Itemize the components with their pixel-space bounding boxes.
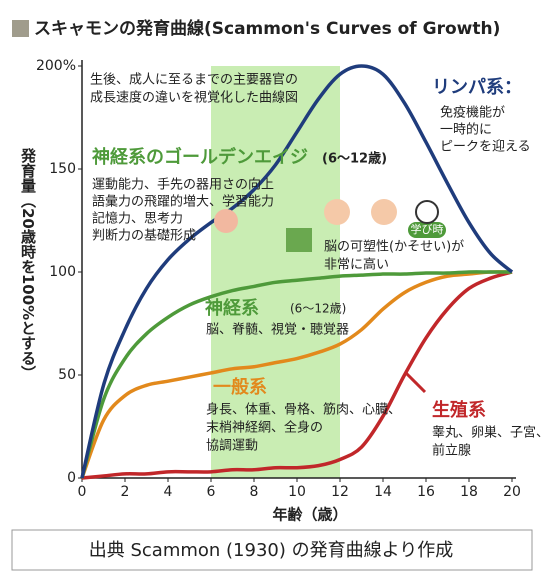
- y-tick-label: 0: [67, 470, 76, 486]
- badge: 学び時: [411, 222, 444, 236]
- series-name: リンパ系：: [432, 77, 522, 98]
- x-axis-label: 年齢（歳）: [272, 506, 347, 524]
- x-tick-label: 4: [164, 484, 173, 500]
- series-description: 末梢神経網、全身の: [206, 420, 323, 436]
- x-tick-label: 8: [250, 484, 259, 500]
- chart: スキャモンの発育曲線(Scammon's Curves of Growth) 2…: [0, 0, 542, 573]
- series-description: 睾丸、卵巣、子宮、: [432, 425, 542, 441]
- y-tick-label: 200%: [36, 58, 76, 74]
- series-subtitle: (6～12歳): [290, 302, 346, 316]
- highlight-remark: 脳の可塑性(かそせい)が: [324, 240, 464, 255]
- highlight-remark: 非常に高い: [324, 257, 389, 273]
- highlight-line: 判断力の基礎形成: [92, 229, 196, 244]
- series-description: 協調運動: [206, 439, 258, 454]
- x-tick-label: 10: [288, 484, 306, 500]
- series-name: 神経系: [205, 297, 259, 319]
- title-icon: [12, 20, 29, 37]
- highlight-line: 語彙力の飛躍的増大、学習能力: [92, 194, 274, 210]
- series-name: 生殖系: [432, 399, 486, 421]
- note: 成長速度の違いを視覚化した曲線図: [90, 90, 298, 106]
- y-tick-label: 150: [49, 161, 76, 177]
- series-description: 免疫機能が: [440, 105, 505, 121]
- y-tick-label: 50: [58, 367, 76, 383]
- highlight-line: 運動能力、手先の器用さの向上: [92, 177, 274, 193]
- y-axis-label: 発育量（20歳時を100%とする）: [19, 147, 37, 380]
- x-tick-label: 14: [374, 484, 392, 500]
- note: 生後、成人に至るまでの主要器官の: [90, 72, 298, 88]
- person-icon: [371, 199, 397, 225]
- highlight-line: 記憶力、思考力: [92, 211, 183, 227]
- x-tick-label: 0: [78, 484, 87, 500]
- source: 出典 Scammon (1930) の発育曲線より作成: [89, 540, 454, 561]
- series-description: 一時的に: [440, 122, 492, 138]
- x-tick-label: 12: [331, 484, 349, 500]
- brain-icon: [214, 209, 238, 233]
- x-tick-label: 20: [503, 484, 521, 500]
- x-tick-label: 16: [417, 484, 435, 500]
- person-icon: [324, 199, 350, 225]
- chart-title: スキャモンの発育曲線(Scammon's Curves of Growth): [34, 18, 500, 39]
- x-tick-label: 18: [460, 484, 478, 500]
- series-description: 前立腺: [432, 443, 471, 459]
- y-tick-label: 100: [49, 264, 76, 280]
- series-name: 一般系: [213, 376, 267, 398]
- highlight-title: 神経系のゴールデンエイジ: [92, 146, 308, 168]
- series-description: 身長、体重、骨格、筋肉、心臓、: [206, 402, 401, 418]
- puzzle-icon: [286, 228, 312, 252]
- x-tick-label: 6: [207, 484, 216, 500]
- series-description: 脳、脊髄、視覚・聴覚器: [206, 323, 349, 338]
- highlight-subtitle: (6～12歳): [322, 151, 387, 167]
- series-description: ピークを迎える: [440, 140, 531, 155]
- x-tick-label: 2: [121, 484, 130, 500]
